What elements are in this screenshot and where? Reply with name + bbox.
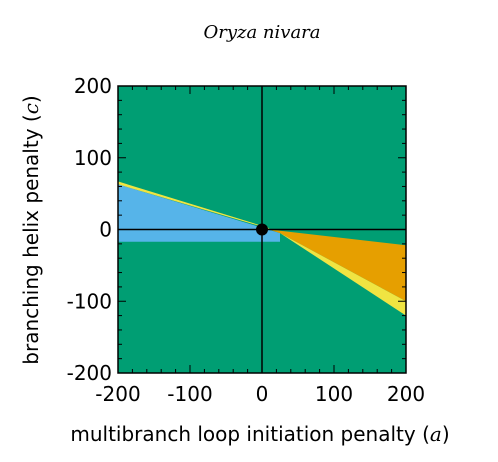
x-tick-label: 100: [315, 382, 353, 406]
x-tick-label: 0: [256, 382, 269, 406]
x-tick-label: 200: [387, 382, 425, 406]
chart-title: Oryza nivara: [203, 22, 320, 43]
x-tick-labels: -200 -100 0 100 200: [95, 382, 425, 406]
ticks-layer: [117, 85, 407, 374]
region-2: [280, 233, 406, 316]
regions-layer: [118, 181, 406, 316]
y-tick-label: -100: [67, 289, 112, 313]
region-3: [118, 181, 270, 229]
region-1: [269, 229, 406, 302]
y-tick-label: 100: [74, 146, 112, 170]
y-axis-label: branching helix penalty (c): [19, 95, 43, 364]
x-axis-label: multibranch loop initiation penalty (a): [70, 422, 449, 446]
plot-area: [117, 85, 407, 374]
y-tick-label: 200: [74, 74, 112, 98]
y-tick-label: 0: [99, 218, 112, 242]
x-tick-label: -200: [95, 382, 140, 406]
y-tick-label: -200: [67, 361, 112, 385]
y-tick-labels: 200 100 0 -100 -200: [67, 74, 112, 385]
x-tick-label: -100: [167, 382, 212, 406]
origin-marker: [256, 223, 268, 236]
region-0: [118, 184, 280, 242]
